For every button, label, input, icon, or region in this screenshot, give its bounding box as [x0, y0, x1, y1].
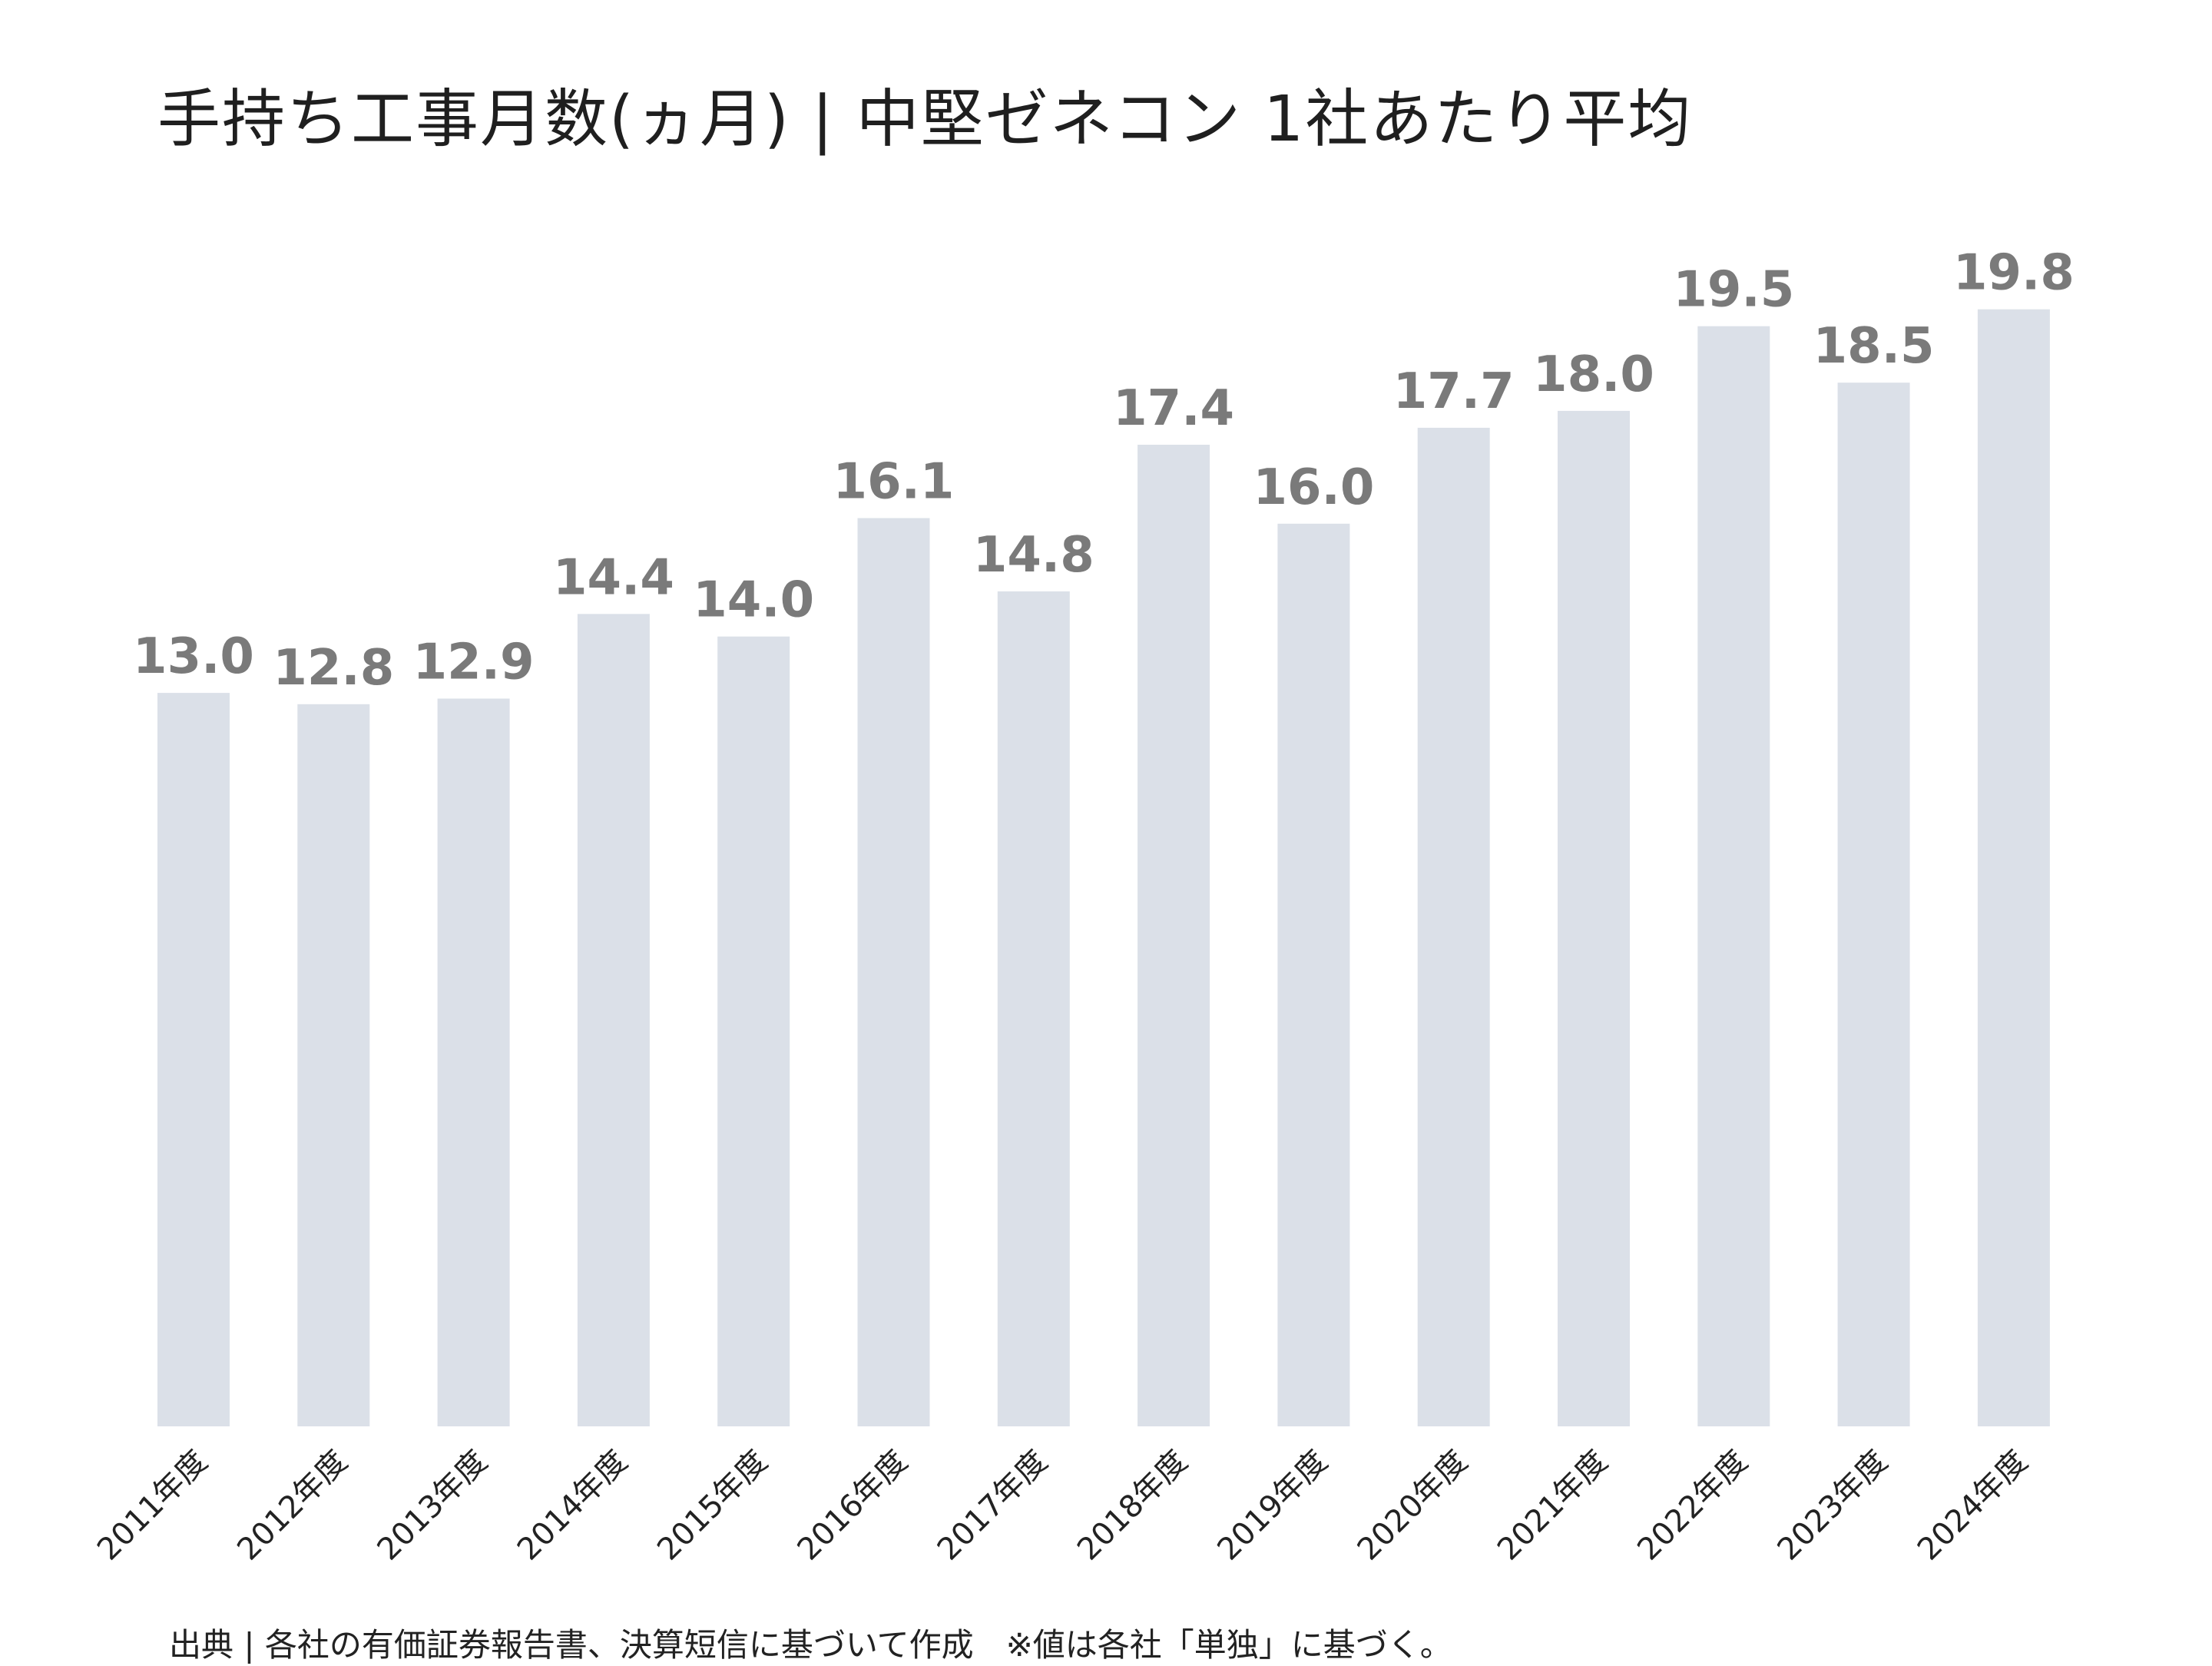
value-label: 18.0 [1533, 346, 1654, 403]
value-label: 12.9 [413, 634, 535, 691]
source-footnote: 出典 | 各社の有価証券報告書、決算短信に基づいて作成 ※値は各社「単独」に基づ… [169, 1626, 1452, 1664]
x-tick-label: 2015年度 [651, 1444, 774, 1568]
value-label: 14.4 [553, 549, 674, 606]
value-label: 12.8 [273, 640, 394, 697]
value-label: 16.0 [1253, 459, 1374, 516]
bar-2011年度 [157, 693, 230, 1426]
x-tick-label: 2020年度 [1351, 1444, 1475, 1568]
value-label: 14.8 [973, 527, 1094, 584]
bars-group [157, 309, 2050, 1427]
x-tick-label: 2022年度 [1631, 1444, 1754, 1568]
chart-title: 手持ち工事月数(ヵ月) | 中堅ゼネコン 1社あたり平均 [157, 83, 1693, 156]
x-tick-label: 2016年度 [790, 1444, 914, 1568]
x-tick-label: 2012年度 [230, 1444, 354, 1568]
bar-2020年度 [1417, 427, 1490, 1426]
value-label: 17.7 [1393, 363, 1515, 420]
bar-2018年度 [1137, 445, 1210, 1426]
x-tick-label: 2018年度 [1071, 1444, 1194, 1568]
bar-2013年度 [437, 698, 510, 1426]
x-tick-label: 2021年度 [1491, 1444, 1614, 1568]
x-tick-label: 2019年度 [1210, 1444, 1334, 1568]
bar-2024年度 [1977, 309, 2050, 1427]
x-tick-label: 2014年度 [511, 1444, 634, 1568]
value-label: 18.5 [1813, 318, 1935, 375]
bar-2021年度 [1558, 410, 1630, 1426]
value-label: 19.5 [1673, 262, 1794, 319]
bar-2016年度 [857, 518, 930, 1426]
value-label: 16.1 [833, 454, 955, 511]
value-label: 17.4 [1113, 380, 1234, 437]
bar-2019年度 [1277, 523, 1350, 1426]
x-tick-label: 2023年度 [1771, 1444, 1895, 1568]
bar-2012年度 [297, 704, 370, 1426]
bar-2023年度 [1837, 383, 1910, 1427]
x-tick-label: 2011年度 [91, 1444, 214, 1568]
x-axis-tick-labels: 2011年度 2012年度 2013年度 2014年度 2015年度 2016年度 2017… [91, 1444, 2035, 1568]
bar-2015年度 [717, 636, 790, 1427]
x-tick-label: 2017年度 [931, 1444, 1055, 1568]
bar-2017年度 [997, 591, 1070, 1426]
x-tick-label: 2013年度 [371, 1444, 495, 1568]
bar-2022年度 [1697, 326, 1770, 1427]
x-tick-label: 2024年度 [1911, 1444, 2035, 1568]
value-labels-group: 13.0 12.8 12.9 14.4 14.0 16.1 14.8 17.4 16.0 17.7… [133, 245, 2075, 697]
value-label: 14.0 [693, 572, 814, 629]
value-label: 19.8 [1953, 245, 2075, 302]
bar-2014年度 [577, 614, 650, 1426]
value-label: 13.0 [133, 628, 254, 685]
